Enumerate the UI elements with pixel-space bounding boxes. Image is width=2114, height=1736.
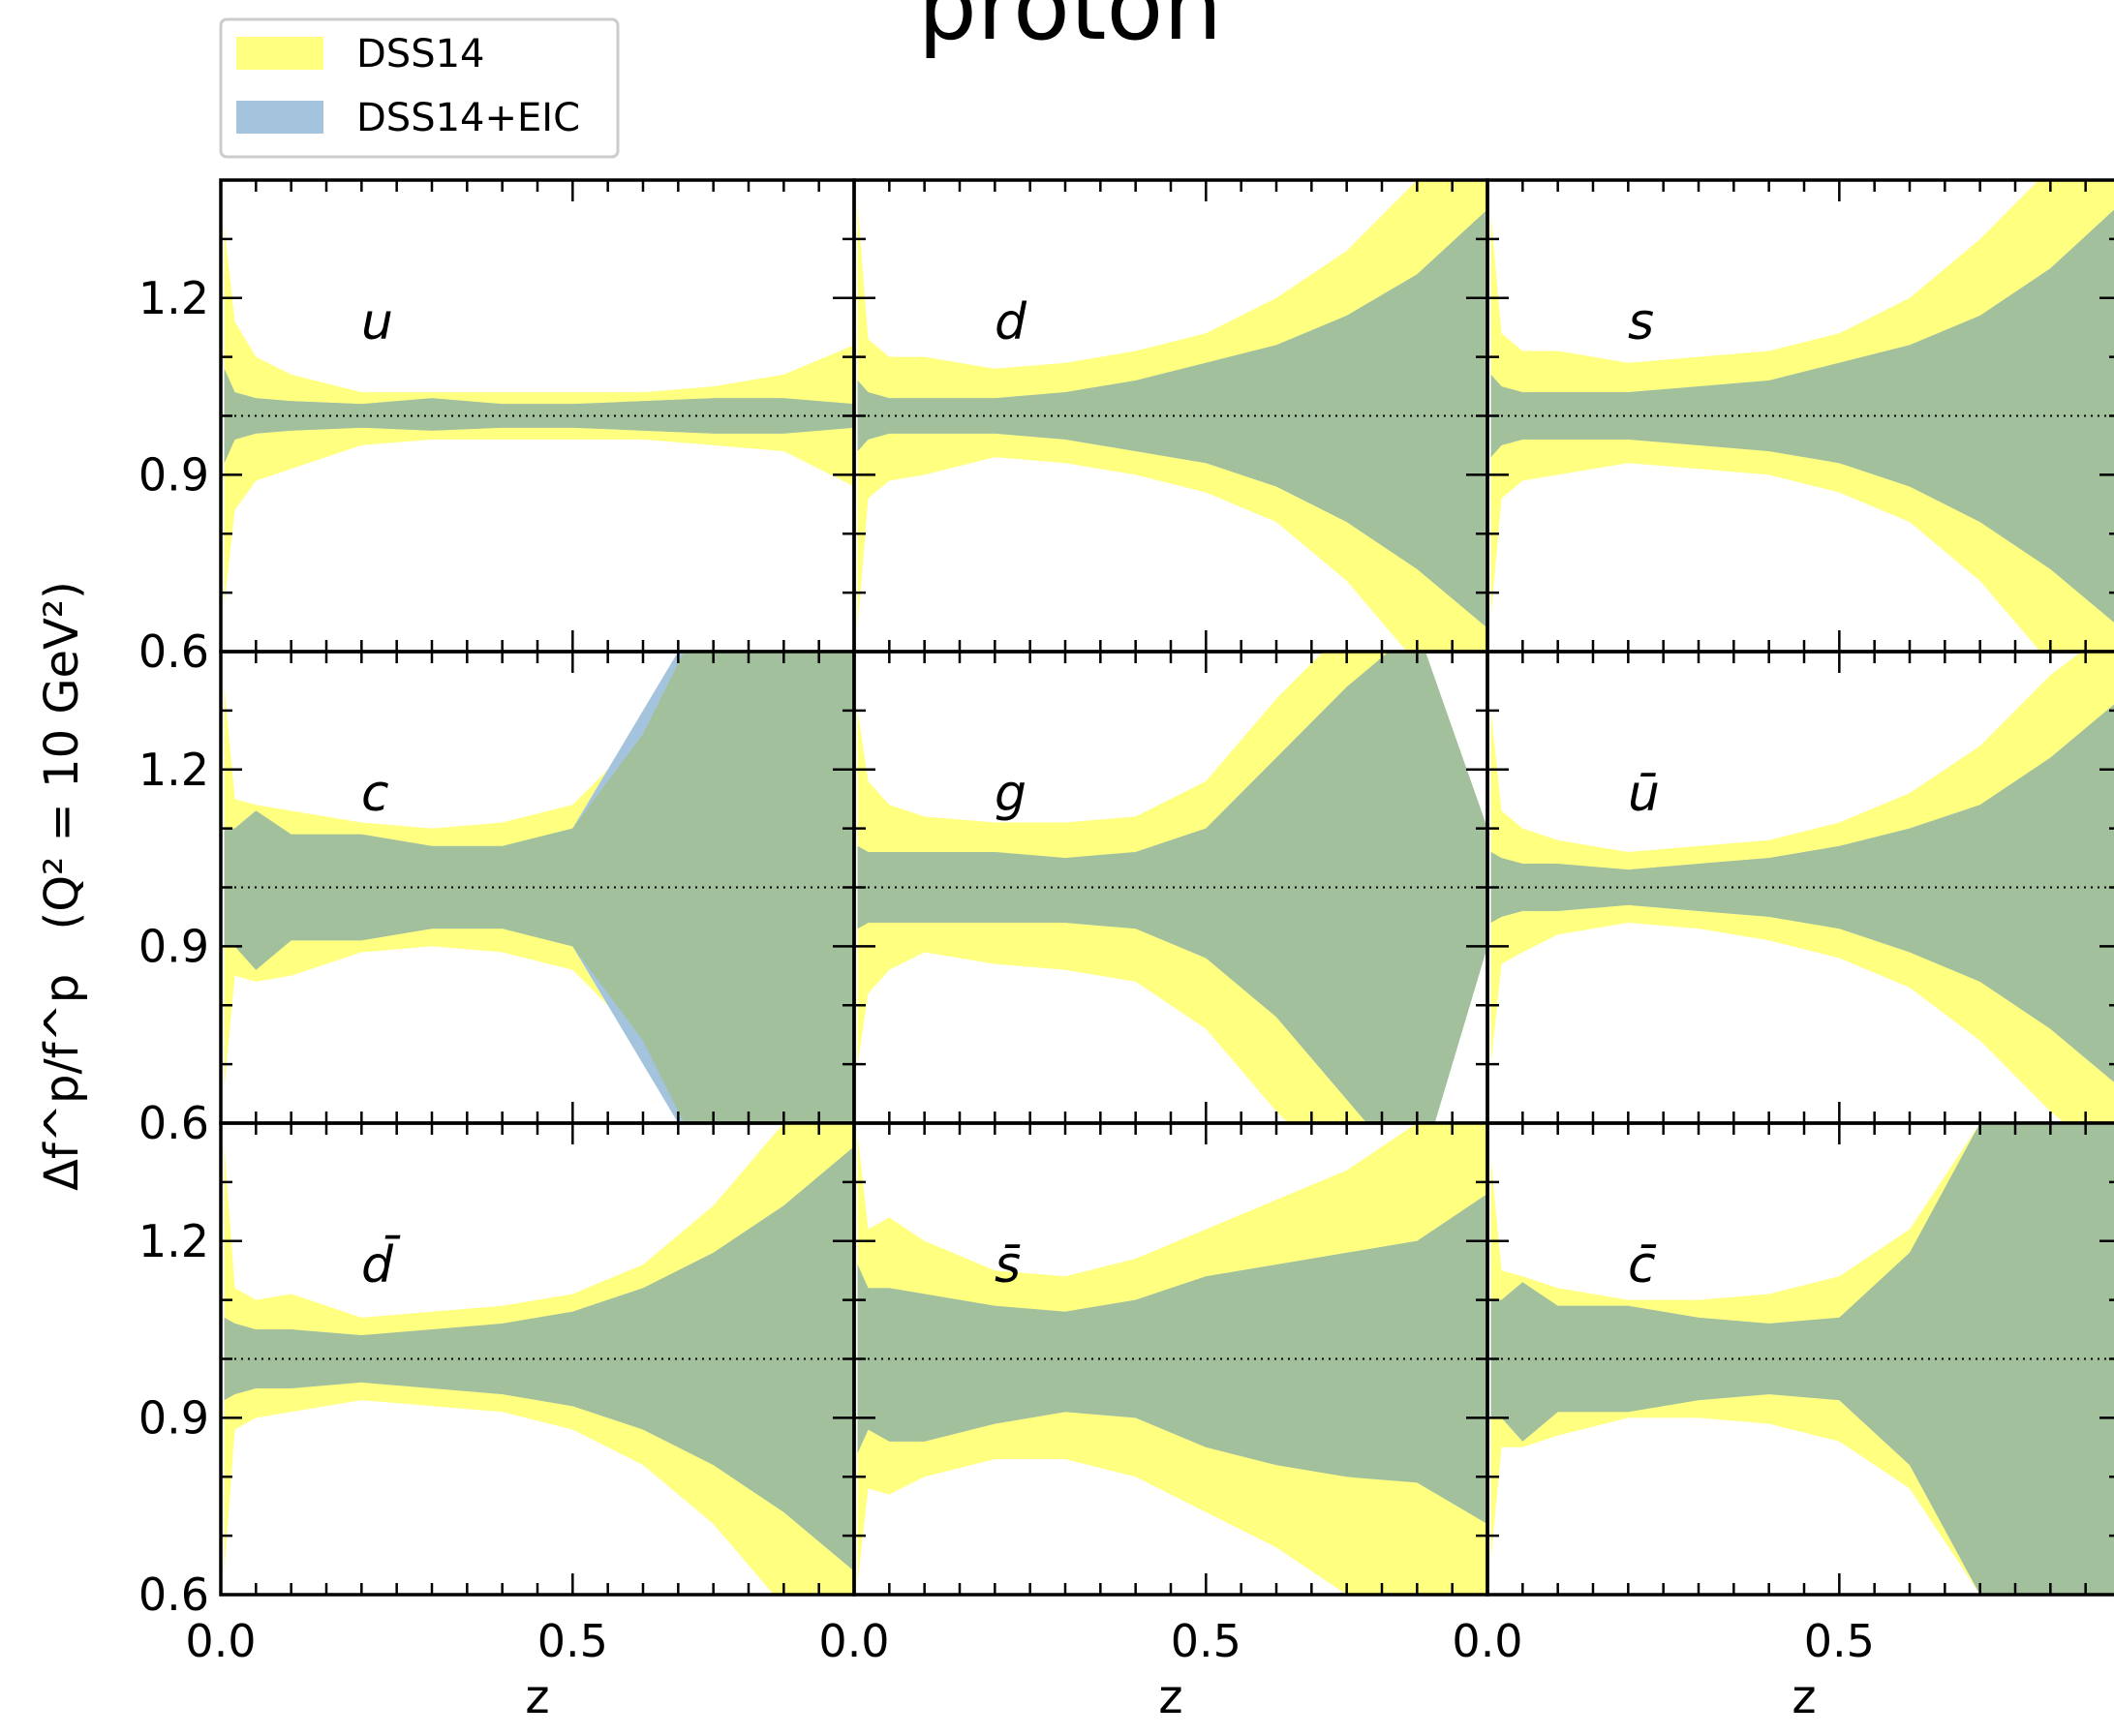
x-tick-label: 0.5 xyxy=(537,1615,608,1667)
x-axis-label: z xyxy=(1158,1670,1182,1724)
y-axis-label-unit: (Q² = 10 GeV²) xyxy=(35,581,89,929)
x-tick-label: 0.0 xyxy=(1452,1615,1522,1667)
panel-label: s xyxy=(1628,293,1654,351)
y-tick-label: 0.9 xyxy=(138,1391,209,1444)
legend: DSS14 DSS14+EIC xyxy=(219,17,620,159)
panel-bands xyxy=(857,652,1487,1123)
legend-label-dss14: DSS14 xyxy=(356,32,484,76)
y-axis-label-main: Δf^p/f^p xyxy=(35,974,89,1191)
band-overlap xyxy=(1490,209,2114,623)
panel-ticks xyxy=(854,652,1487,1123)
panel-frame xyxy=(1486,1121,2114,1597)
panel-6: d̄ 0.6 0.9 1.2 0.0 0.5z xyxy=(138,1121,856,1724)
panel-4: g xyxy=(852,650,1489,1125)
band-overlap xyxy=(1490,1123,2114,1595)
y-tick-label: 0.9 xyxy=(138,448,209,501)
panel-1: d xyxy=(852,178,1489,654)
panel-ticks xyxy=(221,652,854,1123)
band-overlap xyxy=(1490,704,2114,1082)
panel-ticks xyxy=(221,180,854,652)
panel-ticks xyxy=(221,1123,854,1595)
legend-swatch-dss14 xyxy=(236,37,323,70)
x-axis-label: z xyxy=(1792,1670,1816,1724)
panel-bands xyxy=(857,1123,1487,1595)
x-tick-label: 0.5 xyxy=(1804,1615,1875,1667)
x-axis-label: z xyxy=(525,1670,549,1724)
legend-swatch-dss14-eic xyxy=(236,101,323,134)
panel-bands xyxy=(857,180,1487,652)
panel-2: s xyxy=(1486,178,2114,654)
band-overlap xyxy=(857,652,1487,1123)
band-overlap xyxy=(224,1146,854,1571)
y-tick-label: 0.6 xyxy=(138,1097,209,1149)
panel-ticks xyxy=(1487,180,2114,652)
y-tick-label: 1.2 xyxy=(138,744,209,796)
panel-label: c xyxy=(361,765,389,823)
panel-label: u xyxy=(361,293,393,351)
band-overlap xyxy=(857,1194,1487,1524)
panel-label: c̄ xyxy=(1628,1236,1657,1294)
svg-text:Δf^p/f^p (Q² = 10 GeV²: Δf^p/f^p (Q² = 10 GeV²) xyxy=(35,581,89,1191)
band-overlap xyxy=(857,209,1487,628)
panel-bands xyxy=(224,652,854,1123)
panel-label: d̄ xyxy=(361,1235,401,1294)
y-tick-label: 1.2 xyxy=(138,1215,209,1267)
band-overlap xyxy=(224,368,854,464)
panel-label: d xyxy=(995,293,1027,351)
y-tick-label: 1.2 xyxy=(138,272,209,324)
panel-3: c 0.6 0.9 1.2 xyxy=(138,650,856,1149)
x-tick-label: 0.5 xyxy=(1171,1615,1241,1667)
y-tick-label: 0.9 xyxy=(138,920,209,972)
panel-label: s̄ xyxy=(995,1236,1021,1294)
y-tick-label: 0.6 xyxy=(138,1568,209,1621)
panel-8: c̄ 0.0 0.5z xyxy=(1452,1121,2114,1724)
panel-bands xyxy=(1490,180,2114,652)
panel-grid: u 0.6 0.9 1.2 d s c 0.6 0.9 1.2 g ū d̄ 0.6 0.9 1.2 0.0 0.… xyxy=(138,178,2114,1724)
panel-label: g xyxy=(995,765,1026,823)
panel-ticks xyxy=(1487,652,2114,1123)
panel-7: s̄ 0.0 0.5z xyxy=(818,1121,1489,1724)
band-overlap xyxy=(224,652,854,1123)
figure-title: proton xyxy=(918,0,1222,61)
panel-label: ū xyxy=(1628,765,1660,823)
x-tick-label: 0.0 xyxy=(818,1615,889,1667)
y-tick-label: 0.6 xyxy=(138,625,209,678)
panel-5: ū xyxy=(1486,650,2114,1125)
panel-bands xyxy=(1490,652,2114,1123)
panel-ticks xyxy=(1487,1123,2114,1595)
y-axis-label: Δf^p/f^p (Q² = 10 GeV²) xyxy=(35,581,89,1191)
panel-0: u 0.6 0.9 1.2 xyxy=(138,178,856,678)
panel-ticks xyxy=(854,1123,1487,1595)
x-tick-label: 0.0 xyxy=(185,1615,256,1667)
legend-label-dss14-eic: DSS14+EIC xyxy=(356,96,580,140)
panel-bands xyxy=(224,1123,854,1595)
panel-ticks xyxy=(854,180,1487,652)
panel-bands xyxy=(224,227,854,605)
panel-bands xyxy=(1490,1123,2114,1595)
